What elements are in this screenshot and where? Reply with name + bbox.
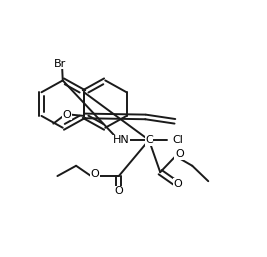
Text: Cl: Cl	[173, 135, 184, 145]
Text: Br: Br	[54, 59, 66, 69]
Text: O: O	[115, 187, 123, 196]
Text: C: C	[145, 135, 153, 145]
Text: O: O	[175, 149, 184, 159]
Text: O: O	[173, 179, 182, 189]
Text: O: O	[91, 169, 99, 179]
Text: O: O	[62, 110, 71, 120]
Text: HN: HN	[113, 135, 129, 145]
